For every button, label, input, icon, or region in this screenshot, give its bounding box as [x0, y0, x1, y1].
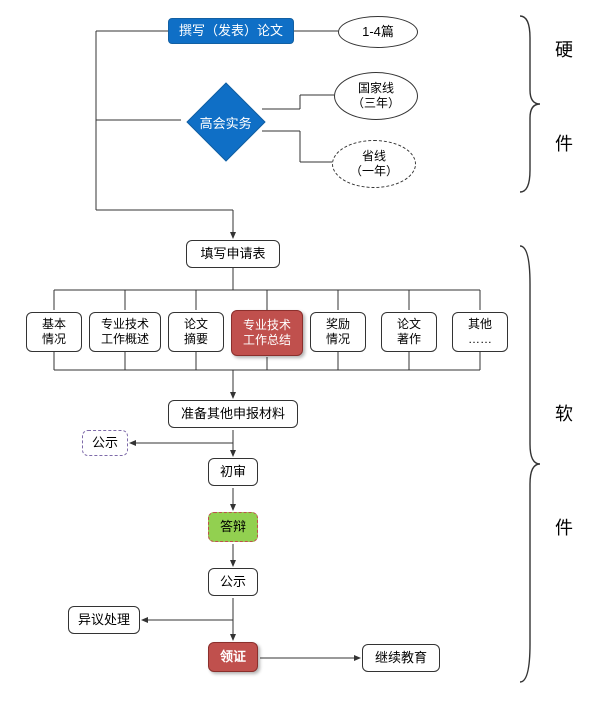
- ellipse-province-line: 省线 （一年）: [332, 140, 416, 188]
- node-defense-label: 答辩: [220, 519, 246, 535]
- ellipse-province-l2: （一年）: [350, 164, 398, 179]
- cat5-l1: 奖励: [326, 317, 350, 332]
- node-defense: 答辩: [208, 512, 258, 542]
- sidebar-hw-1: 硬: [555, 36, 573, 62]
- node-certificate: 领证: [208, 642, 258, 672]
- cat7-l1: 其他: [468, 317, 492, 332]
- node-publicity2-label: 公示: [220, 574, 246, 590]
- cat6-l2: 著作: [397, 332, 421, 347]
- sidebar-hw-2: 件: [555, 130, 573, 156]
- node-fill-form-label: 填写申请表: [200, 246, 265, 262]
- ellipse-national-l1: 国家线: [358, 81, 394, 96]
- node-write-paper: 撰写（发表）论文: [168, 18, 294, 44]
- sidebar-software: 软 件: [552, 400, 576, 540]
- cat7-l2: ……: [468, 332, 492, 347]
- node-continuing-edu: 继续教育: [362, 644, 440, 672]
- ellipse-province-l1: 省线: [362, 149, 386, 164]
- node-publicity1-label: 公示: [92, 435, 118, 451]
- cat-basic-l2: 情况: [42, 332, 66, 347]
- node-prepare-label: 准备其他申报材料: [181, 406, 285, 422]
- node-publicity-dashed: 公示: [82, 430, 128, 456]
- brace-hardware: [516, 14, 542, 194]
- cat4-l1: 专业技术: [243, 318, 291, 333]
- node-objection: 异议处理: [68, 606, 140, 634]
- cat6-l1: 论文: [397, 317, 421, 332]
- sidebar-sw-1: 软: [555, 400, 573, 426]
- cat-publications: 论文 著作: [381, 312, 437, 352]
- cat-basic: 基本 情况: [26, 312, 82, 352]
- ellipse-national-l2: （三年）: [352, 96, 400, 111]
- node-exam-diamond-label: 高会实务: [200, 112, 252, 131]
- cat2-l2: 工作概述: [101, 332, 149, 347]
- node-publicity2: 公示: [208, 568, 258, 596]
- node-initial-label: 初审: [220, 464, 246, 480]
- cat5-l2: 情况: [326, 332, 350, 347]
- node-continuing-label: 继续教育: [375, 650, 427, 666]
- cat-work-overview: 专业技术 工作概述: [89, 312, 161, 352]
- cat2-l1: 专业技术: [101, 317, 149, 332]
- cat3-l2: 摘要: [184, 332, 208, 347]
- node-write-paper-label: 撰写（发表）论文: [179, 23, 283, 39]
- cat-awards: 奖励 情况: [310, 312, 366, 352]
- node-certificate-label: 领证: [220, 649, 246, 665]
- node-objection-label: 异议处理: [78, 612, 130, 628]
- cat-basic-l1: 基本: [42, 317, 66, 332]
- cat-work-summary: 专业技术 工作总结: [231, 310, 303, 356]
- sidebar-hardware: 硬 件: [552, 36, 576, 156]
- ellipse-paper-count-label: 1-4篇: [362, 24, 394, 40]
- node-prepare-materials: 准备其他申报材料: [168, 400, 298, 428]
- node-fill-form: 填写申请表: [186, 240, 280, 268]
- node-initial-review: 初审: [208, 458, 258, 486]
- ellipse-paper-count: 1-4篇: [338, 16, 418, 48]
- brace-software: [516, 244, 542, 684]
- cat-other: 其他 ……: [452, 312, 508, 352]
- ellipse-national-line: 国家线 （三年）: [334, 72, 418, 120]
- cat3-l1: 论文: [184, 317, 208, 332]
- cat4-l2: 工作总结: [243, 333, 291, 348]
- sidebar-sw-2: 件: [555, 514, 573, 540]
- cat-paper-abstract: 论文 摘要: [168, 312, 224, 352]
